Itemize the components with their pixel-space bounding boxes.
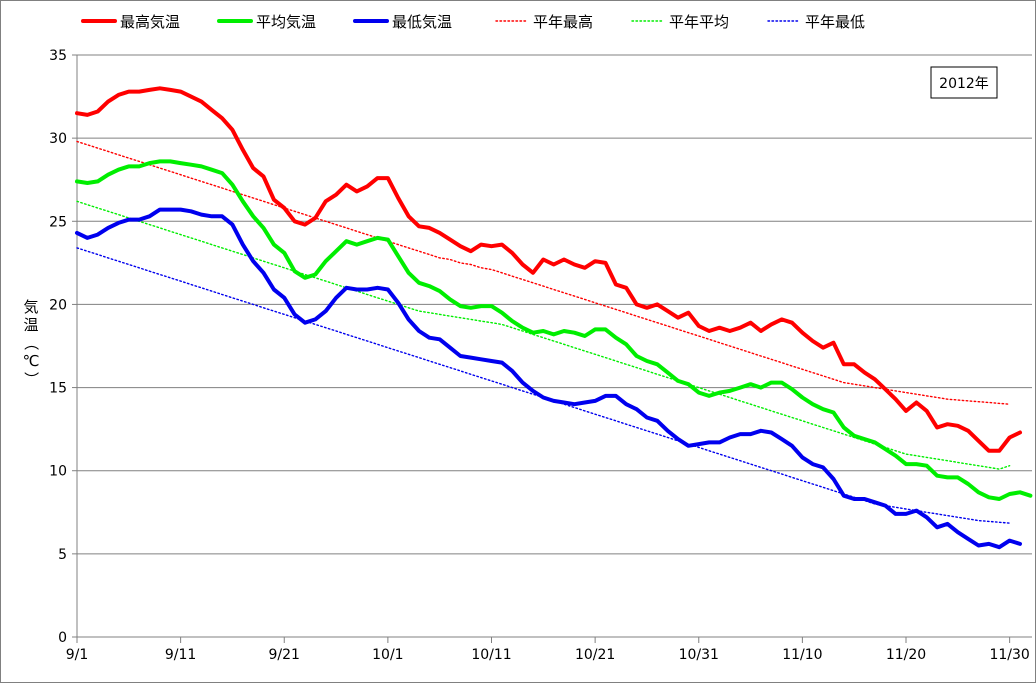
x-tick-label: 9/21 (269, 647, 300, 663)
x-tick-label: 10/1 (372, 647, 403, 663)
y-axis-label-char: 気 (23, 298, 38, 316)
x-tick-label: 10/21 (575, 647, 615, 663)
year-badge-box (930, 66, 998, 99)
y-axis-label-char: ℃ (23, 352, 40, 370)
series-line-1 (75, 86, 1022, 453)
legend-label-6: 平年最低 (805, 13, 865, 31)
y-axis-label-char: ） (22, 371, 40, 386)
series-line-4 (76, 140, 1011, 405)
y-axis-label-char: 温 (23, 316, 38, 334)
y-axis: 0 5 10 15 20 25 30 35 (49, 48, 78, 646)
year-badge: 2012年 (930, 66, 998, 99)
y-tick-label: 15 (49, 381, 67, 397)
y-tick-label: 25 (49, 214, 67, 230)
series-line-2 (75, 159, 1033, 501)
y-tick-label: 35 (49, 48, 67, 64)
x-tick-label: 10/31 (679, 647, 719, 663)
legend: 最高気温 平均気温 最低気温 平年最高 平年平均 平年最低 (81, 13, 865, 31)
x-tick-label: 10/11 (471, 647, 511, 663)
legend-label-2: 平均気温 (256, 13, 316, 31)
x-tick-label: 11/10 (782, 647, 822, 663)
series-line-3 (75, 207, 1022, 550)
x-tick-label: 9/11 (165, 647, 196, 663)
x-tick-label: 9/1 (66, 647, 89, 663)
y-axis-label-char: （ (22, 335, 40, 350)
y-tick-label: 5 (58, 547, 67, 563)
legend-label-1: 最高気温 (120, 13, 180, 31)
legend-label-4: 平年最高 (533, 13, 593, 31)
x-tick-label: 11/30 (989, 647, 1029, 663)
y-tick-label: 0 (58, 630, 67, 646)
y-tick-label: 20 (49, 297, 67, 313)
legend-label-5: 平年平均 (669, 13, 729, 31)
year-badge-text: 2012年 (939, 76, 989, 92)
x-axis: 9/1 9/11 9/21 10/1 10/11 10/21 10/31 11/10 11/20… (66, 636, 1032, 663)
x-tick-label: 11/20 (886, 647, 926, 663)
series-lines (75, 86, 1033, 550)
legend-label-3: 最低気温 (392, 13, 452, 31)
y-tick-label: 30 (49, 131, 67, 147)
y-axis-label: 気温（ ℃） (22, 298, 40, 387)
y-tick-label: 10 (49, 464, 67, 480)
